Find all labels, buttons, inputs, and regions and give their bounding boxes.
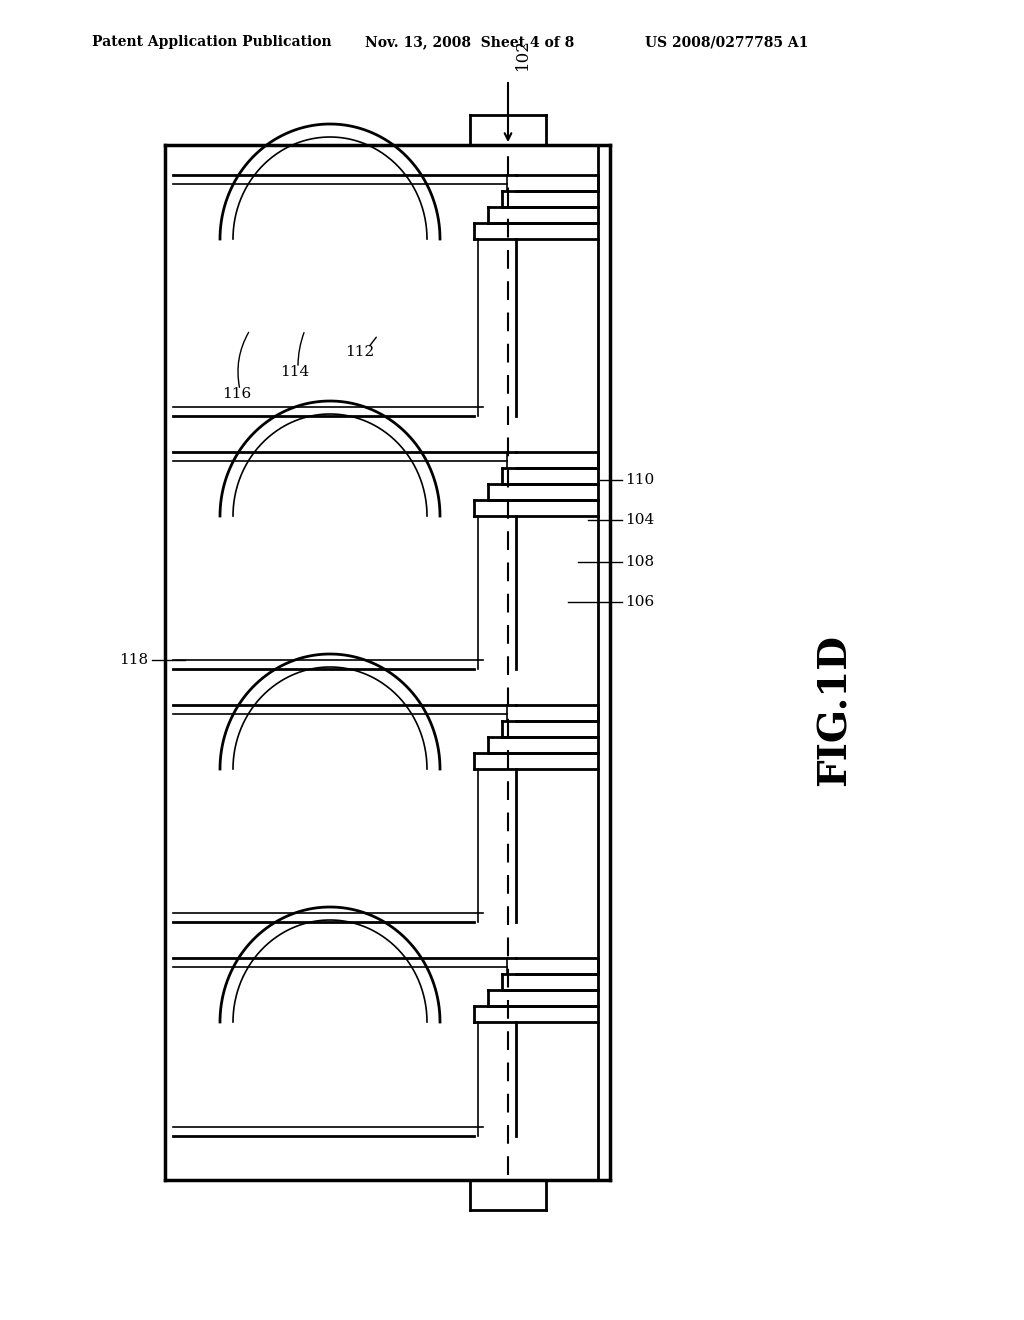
Text: 114: 114 (280, 366, 309, 379)
Text: 102: 102 (514, 38, 531, 70)
Text: Nov. 13, 2008  Sheet 4 of 8: Nov. 13, 2008 Sheet 4 of 8 (365, 36, 574, 49)
Text: 112: 112 (345, 345, 374, 359)
Text: Patent Application Publication: Patent Application Publication (92, 36, 332, 49)
Text: 106: 106 (625, 595, 654, 609)
Text: US 2008/0277785 A1: US 2008/0277785 A1 (645, 36, 808, 49)
Text: 108: 108 (625, 554, 654, 569)
Text: 110: 110 (625, 473, 654, 487)
Text: FIG.1D: FIG.1D (816, 634, 854, 785)
Text: 116: 116 (222, 387, 251, 401)
Text: 118: 118 (119, 653, 148, 667)
Text: 104: 104 (625, 513, 654, 527)
